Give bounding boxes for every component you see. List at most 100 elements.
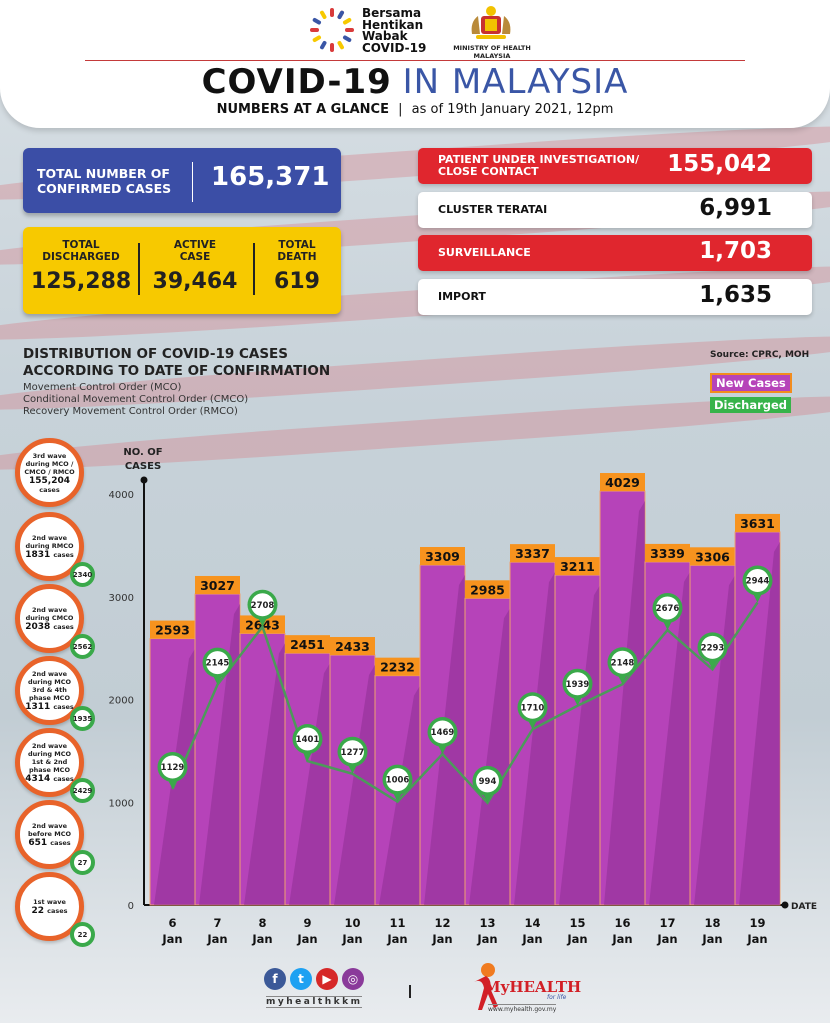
category-label: IMPORT xyxy=(438,290,486,303)
x-tick-label-day: 15 xyxy=(569,916,585,930)
footer-separator xyxy=(409,985,411,998)
x-tick-label-month: Jan xyxy=(746,932,767,946)
bar-label-bg xyxy=(555,557,600,576)
bar-value-label: 3306 xyxy=(695,549,730,564)
bar-value-label: 3339 xyxy=(650,546,685,561)
bar-label-bg xyxy=(420,547,465,566)
x-tick-label-day: 12 xyxy=(434,916,450,930)
bar-value-label: 2451 xyxy=(290,637,325,652)
bar-value-label: 2985 xyxy=(470,582,505,597)
category-value: 155,042 xyxy=(667,151,772,177)
instagram-icon[interactable]: ◎ xyxy=(342,968,364,990)
discharged-value-label: 1401 xyxy=(296,735,320,745)
bar-shade xyxy=(739,541,780,905)
bar-value-label: 2232 xyxy=(380,660,415,675)
abbreviation-item: Conditional Movement Control Order (CMCO… xyxy=(23,394,249,405)
wave-title: 2nd wave during RMCO xyxy=(25,533,74,550)
x-tick-label-month: Jan xyxy=(521,932,542,946)
wave-unit: cases xyxy=(50,838,71,847)
social-links: f t ▶ ◎ xyxy=(264,968,364,990)
cases-chart: NO. OF CASES DATE 0 1000 2000 3000 4000 2593 3027… xyxy=(109,447,817,946)
bar-value-label: 3631 xyxy=(740,516,775,531)
y-axis-end-dot xyxy=(140,476,148,484)
wave-count: 1311 cases xyxy=(25,701,74,712)
bar-value-label: 4029 xyxy=(605,475,640,490)
wave-count: 1831 cases xyxy=(25,549,74,560)
wave-title: 2nd wave during MCO 3rd & 4th phase MCO xyxy=(27,669,72,702)
category-card-cluster-teratai: CLUSTER TERATAI 6,991 xyxy=(418,192,812,228)
bar-value-label: 3309 xyxy=(425,549,460,564)
wave-title: 3rd wave during MCO / CMCO / RMCO xyxy=(24,451,75,476)
bar-shade xyxy=(694,575,735,905)
bar-label-bg xyxy=(150,620,195,639)
discharged-marker-inner xyxy=(251,593,274,617)
abbreviation-list: Movement Control Order (MCO) Conditional… xyxy=(23,382,248,418)
x-tick-label-month: Jan xyxy=(386,932,407,946)
x-tick-label-month: Jan xyxy=(206,932,227,946)
discharged-value-label: 2944 xyxy=(746,577,770,587)
youtube-icon[interactable]: ▶ xyxy=(316,968,338,990)
social-handle[interactable]: myhealthkkm xyxy=(266,996,363,1008)
website-url[interactable]: www.myhealth.gov.my xyxy=(488,1004,557,1013)
bar-shade xyxy=(334,665,375,905)
wave-discharged-badge: 27 xyxy=(70,850,95,875)
discharged-marker-inner xyxy=(161,755,184,779)
wave-discharged-badge: 2340 xyxy=(70,562,95,587)
title-bold: COVID-19 xyxy=(201,62,392,102)
bar-value-label: 2593 xyxy=(155,623,190,638)
x-tick-label-month: Jan xyxy=(431,932,452,946)
x-tick-label-day: 14 xyxy=(524,916,540,930)
campaign-logo-icon xyxy=(310,8,354,52)
abbreviation-item: Recovery Movement Control Order (RMCO) xyxy=(23,406,238,417)
x-tick-label-month: Jan xyxy=(341,932,362,946)
bar-shade xyxy=(514,572,555,905)
abbreviation-item: Movement Control Order (MCO) xyxy=(23,382,182,393)
x-tick-label-month: Jan xyxy=(656,932,677,946)
bar-label-bg xyxy=(330,637,375,656)
subtitle-separator: | xyxy=(398,102,403,117)
wave-count: 22 cases xyxy=(31,905,68,916)
y-axis-label: CASES xyxy=(125,461,161,472)
y-tick-label: 1000 xyxy=(109,798,134,809)
discharged-value-label: 2148 xyxy=(611,658,635,668)
x-tick-label-month: Jan xyxy=(296,932,317,946)
wave-discharged-badge: 2562 xyxy=(70,634,95,659)
discharged-value-label: 2145 xyxy=(206,659,230,669)
campaign-line-3: Wabak xyxy=(362,29,408,43)
bar-shade xyxy=(199,603,240,905)
wave-count: 155,204 xyxy=(29,475,70,486)
bar-label-bg xyxy=(645,543,690,562)
category-card-import: IMPORT 1,635 xyxy=(418,279,812,315)
discharged-marker-inner xyxy=(476,769,499,793)
subtitle-date: as of 19th January 2021, 12pm xyxy=(411,102,614,117)
active-label: ACTIVE CASE xyxy=(173,239,217,263)
bar-label-bg xyxy=(465,580,510,599)
campaign-logo-text: Bersama Hentikan Wabak COVID-19 xyxy=(362,7,426,54)
facebook-icon[interactable]: f xyxy=(264,968,286,990)
brand-name: MyHEALTH xyxy=(484,978,582,996)
bar-shade xyxy=(289,663,330,905)
discharged-marker-inner xyxy=(296,727,319,751)
discharged-marker-inner xyxy=(341,740,364,764)
bar-label-bg xyxy=(375,657,420,676)
card-divider xyxy=(253,243,255,295)
category-value: 1,703 xyxy=(699,238,772,264)
active-stat: ACTIVE CASE 39,464 xyxy=(145,239,245,294)
wave-discharged-badge: 22 xyxy=(70,922,95,947)
page-title: COVID-19 IN MALAYSIA xyxy=(0,63,830,101)
bar-shade xyxy=(559,585,600,905)
twitter-icon[interactable]: t xyxy=(290,968,312,990)
wave-unit: cases xyxy=(47,906,68,915)
category-label: PATIENT UNDER INVESTIGATION/ CLOSE CONTA… xyxy=(438,153,640,178)
category-label: SURVEILLANCE xyxy=(438,246,531,259)
category-value: 6,991 xyxy=(699,195,772,221)
discharged-value: 125,288 xyxy=(31,269,132,294)
x-tick-label-month: Jan xyxy=(701,932,722,946)
discharged-value-label: 1710 xyxy=(521,703,545,713)
category-card-surveillance: SURVEILLANCE 1,703 xyxy=(418,235,812,271)
discharged-label: TOTAL DISCHARGED xyxy=(42,239,120,263)
bar-label-bg xyxy=(285,635,330,654)
bar-value-label: 3337 xyxy=(515,546,550,561)
wave-count: 651 cases xyxy=(28,837,71,848)
x-tick-label-day: 6 xyxy=(168,916,176,930)
